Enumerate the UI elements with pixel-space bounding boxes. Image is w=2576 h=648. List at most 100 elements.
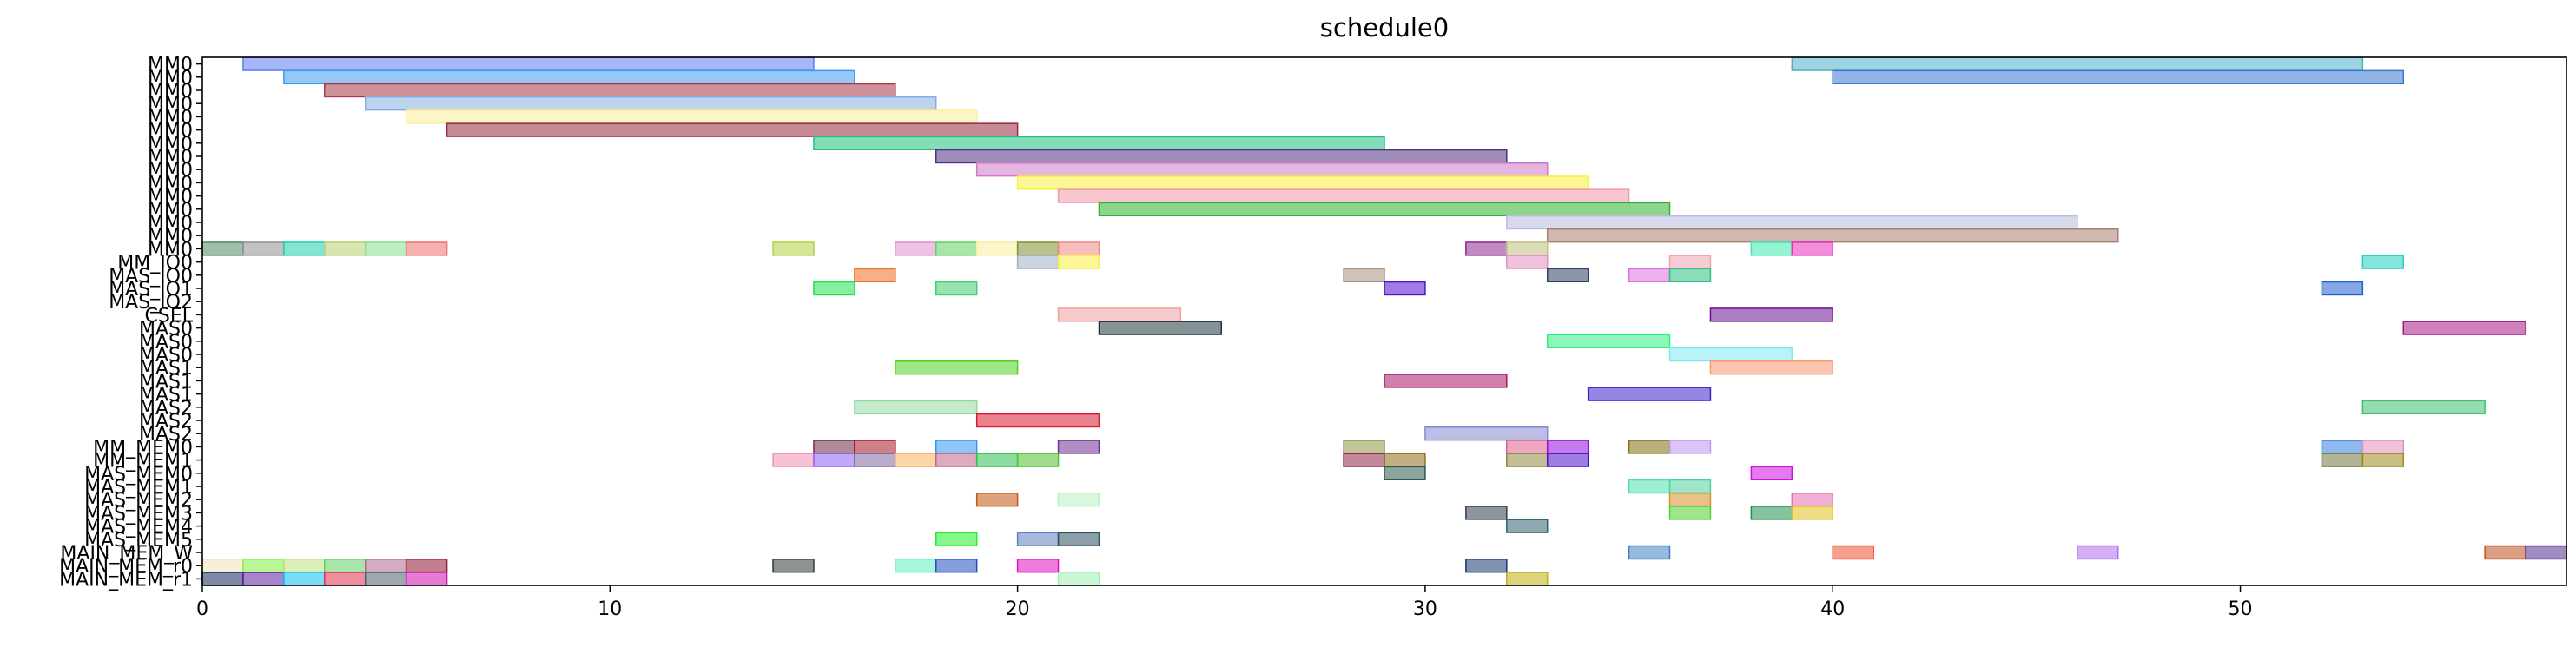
y-tick-label: MAS2 — [139, 424, 193, 446]
task-bar — [324, 83, 896, 98]
y-tick-label: MM0 — [148, 160, 193, 182]
y-tick-label: MAS_MEM2 — [84, 490, 193, 512]
task-bar — [1668, 479, 1712, 494]
task-bar — [201, 241, 244, 256]
y-tick-label: MM0 — [148, 200, 193, 222]
task-bar — [813, 281, 855, 296]
task-bar — [975, 241, 1019, 256]
task-bar — [1546, 453, 1589, 467]
y-tick-label: MM0 — [148, 121, 193, 142]
y-tick-label: MM0 — [148, 55, 193, 76]
y-tick-label: MAS2 — [139, 398, 193, 420]
task-bar — [1506, 440, 1549, 454]
y-tick-label: MAS1 — [139, 371, 193, 393]
y-tick-label: MM0 — [148, 239, 193, 261]
y-tick-label: MAS2 — [139, 411, 193, 433]
task-bar — [1506, 572, 1549, 586]
task-bar — [1832, 69, 2405, 84]
task-bar — [283, 69, 855, 84]
task-bar — [1057, 241, 1100, 256]
x-tick-label: 20 — [1006, 598, 1030, 620]
task-bar — [813, 453, 855, 467]
y-tick-label: MM0 — [148, 147, 193, 169]
x-tick-label: 30 — [1413, 598, 1437, 620]
y-tick-label: MAS_IO0 — [109, 266, 193, 288]
chart-title: schedule0 — [1320, 13, 1449, 43]
y-tick-label: MAS0 — [139, 345, 193, 367]
task-bar — [1709, 360, 1833, 375]
task-bar — [975, 413, 1100, 428]
y-tick-label: MM0 — [148, 226, 193, 248]
task-bar — [405, 572, 448, 586]
y-tick-label: MAS0 — [139, 319, 193, 341]
task-bar — [364, 96, 937, 111]
task-bar — [2077, 545, 2119, 560]
task-bar — [1587, 387, 1712, 401]
task-bar — [283, 572, 326, 586]
x-axis: 0 10 20 30 40 50 — [196, 585, 2253, 620]
y-tick-label: MM0 — [148, 213, 193, 235]
task-bar — [1546, 440, 1589, 454]
y-axis: MM0MM0MM0MM0MM0MM0MM0MM0MM0MM0MM0MM0MM0M… — [59, 55, 202, 591]
task-bar — [1016, 175, 1589, 190]
task-bar — [1424, 426, 1549, 441]
y-tick-label: MM0 — [148, 187, 193, 208]
task-bar — [283, 241, 326, 256]
task-bar — [1628, 268, 1671, 282]
task-bar — [1465, 506, 1508, 520]
task-bar — [1465, 241, 1508, 256]
task-bar — [324, 559, 367, 573]
y-tick-label: MAS_IO1 — [109, 279, 193, 301]
task-bar — [772, 241, 815, 256]
x-tick-label: 0 — [196, 598, 208, 620]
task-bar — [935, 559, 978, 573]
y-tick-label: MAS0 — [139, 332, 193, 354]
task-bar — [2484, 545, 2526, 560]
y-tick-label: MM_MEM1 — [93, 451, 193, 473]
task-bar — [2525, 545, 2567, 560]
y-tick-label: MAS_MEM1 — [84, 477, 193, 499]
task-bar — [772, 453, 815, 467]
task-bar — [242, 241, 285, 256]
x-tick-label: 40 — [1820, 598, 1845, 620]
x-tick-label: 10 — [598, 598, 622, 620]
task-bar — [854, 453, 896, 467]
task-bar — [405, 109, 978, 124]
task-bar — [1016, 532, 1060, 546]
task-bar — [242, 559, 285, 573]
task-bar — [1057, 572, 1100, 586]
task-bar — [1384, 453, 1426, 467]
task-bar — [324, 572, 367, 586]
task-bar — [1546, 268, 1589, 282]
task-bar — [1465, 559, 1508, 573]
task-bar — [1791, 493, 1833, 507]
y-tick-label: MAIN_MEM_r0 — [59, 556, 193, 578]
task-bar — [1750, 466, 1793, 480]
y-tick-label: MAS_MEM4 — [84, 517, 193, 539]
y-tick-label: MM0 — [148, 173, 193, 195]
task-bar — [1098, 202, 1671, 216]
y-tick-label: MM0 — [148, 134, 193, 155]
y-tick-label: MM_MEM0 — [93, 437, 193, 459]
task-bar — [813, 440, 855, 454]
task-bar — [1506, 255, 1549, 269]
task-bar — [935, 453, 978, 467]
task-bar — [1057, 255, 1100, 269]
y-tick-label: MAS_MEM5 — [84, 530, 193, 552]
task-bar — [1016, 453, 1060, 467]
task-bar — [324, 241, 367, 256]
task-bar — [2361, 255, 2405, 269]
y-tick-label: MAS_MEM3 — [84, 503, 193, 525]
task-bar — [364, 572, 407, 586]
y-tick-label: MAS1 — [139, 385, 193, 407]
task-bar — [1057, 493, 1100, 507]
task-bar — [1791, 56, 2364, 71]
plot-frame — [201, 56, 2567, 586]
task-bar — [772, 559, 815, 573]
task-bar — [975, 493, 1019, 507]
task-bar — [2361, 453, 2405, 467]
task-bar — [242, 572, 285, 586]
task-bar — [1343, 268, 1385, 282]
task-bar — [1016, 241, 1060, 256]
